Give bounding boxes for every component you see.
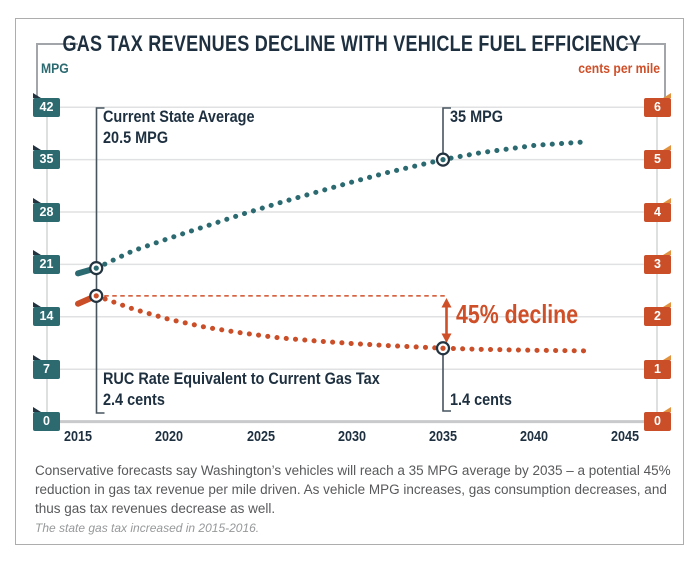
left-axis-tick: 28 bbox=[33, 198, 60, 222]
annotation-line: 20.5 MPG bbox=[103, 127, 169, 147]
x-axis-tick: 2030 bbox=[337, 429, 367, 445]
right-axis-unit-label: cents per mile bbox=[578, 61, 660, 76]
panel-border bbox=[15, 18, 684, 545]
annotation-45-percent-decline: 45% decline bbox=[456, 299, 579, 329]
footnote-text: The state gas tax increased in 2015-2016… bbox=[35, 521, 260, 535]
right-axis-tick: 0 bbox=[644, 407, 671, 431]
annotation-current-state-average: Current State Average 20.5 MPG bbox=[103, 107, 255, 148]
left-axis-tick: 7 bbox=[33, 355, 60, 379]
left-axis-tick: 21 bbox=[33, 250, 60, 274]
annotation-line: 2.4 cents bbox=[103, 389, 165, 409]
left-axis-tick: 14 bbox=[33, 302, 60, 326]
right-axis-tick: 1 bbox=[644, 355, 671, 379]
annotation-line: Current State Average bbox=[103, 107, 255, 126]
annotation-ruc-rate: RUC Rate Equivalent to Current Gas Tax 2… bbox=[103, 369, 380, 410]
left-axis-tick: 0 bbox=[33, 407, 60, 431]
x-axis-tick: 2015 bbox=[63, 429, 93, 445]
annotation-line: RUC Rate Equivalent to Current Gas Tax bbox=[103, 369, 380, 388]
x-axis-tick: 2025 bbox=[246, 429, 276, 445]
x-axis-tick: 2035 bbox=[428, 429, 458, 445]
chart-title: GAS TAX REVENUES DECLINE WITH VEHICLE FU… bbox=[62, 31, 642, 56]
left-axis-unit-label: MPG bbox=[41, 61, 69, 76]
x-axis-tick: 2040 bbox=[519, 429, 549, 445]
right-axis-tick: 6 bbox=[644, 93, 671, 117]
right-axis-tick: 5 bbox=[644, 145, 671, 169]
annotation-35mpg: 35 MPG bbox=[450, 107, 504, 126]
left-axis-tick: 42 bbox=[33, 93, 60, 117]
caption-text: Conservative forecasts say Washington’s … bbox=[35, 463, 671, 517]
right-axis-tick: 2 bbox=[644, 302, 671, 326]
right-axis-tick: 4 bbox=[644, 198, 671, 222]
x-axis-tick: 2020 bbox=[154, 429, 184, 445]
left-axis-tick: 35 bbox=[33, 145, 60, 169]
annotation-1-4-cents: 1.4 cents bbox=[450, 390, 512, 409]
x-axis-tick: 2045 bbox=[610, 429, 640, 445]
right-axis-tick: 3 bbox=[644, 250, 671, 274]
